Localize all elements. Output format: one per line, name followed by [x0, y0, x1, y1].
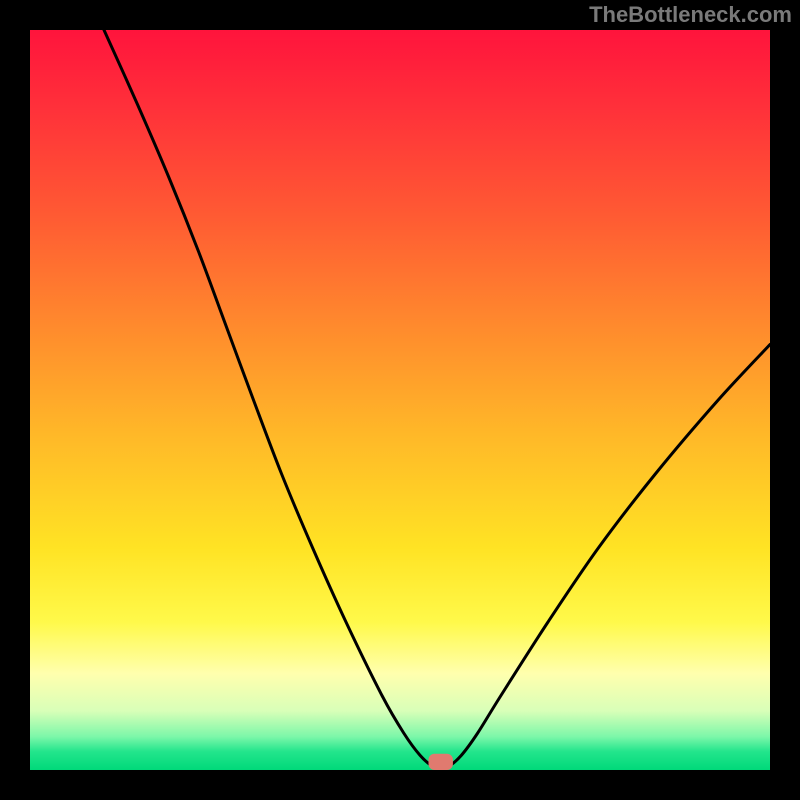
plot-background: [30, 30, 770, 770]
chart-container: TheBottleneck.com: [0, 0, 800, 800]
minimum-marker: [428, 754, 452, 770]
bottleneck-chart: [0, 0, 800, 800]
watermark-text: TheBottleneck.com: [589, 2, 792, 28]
